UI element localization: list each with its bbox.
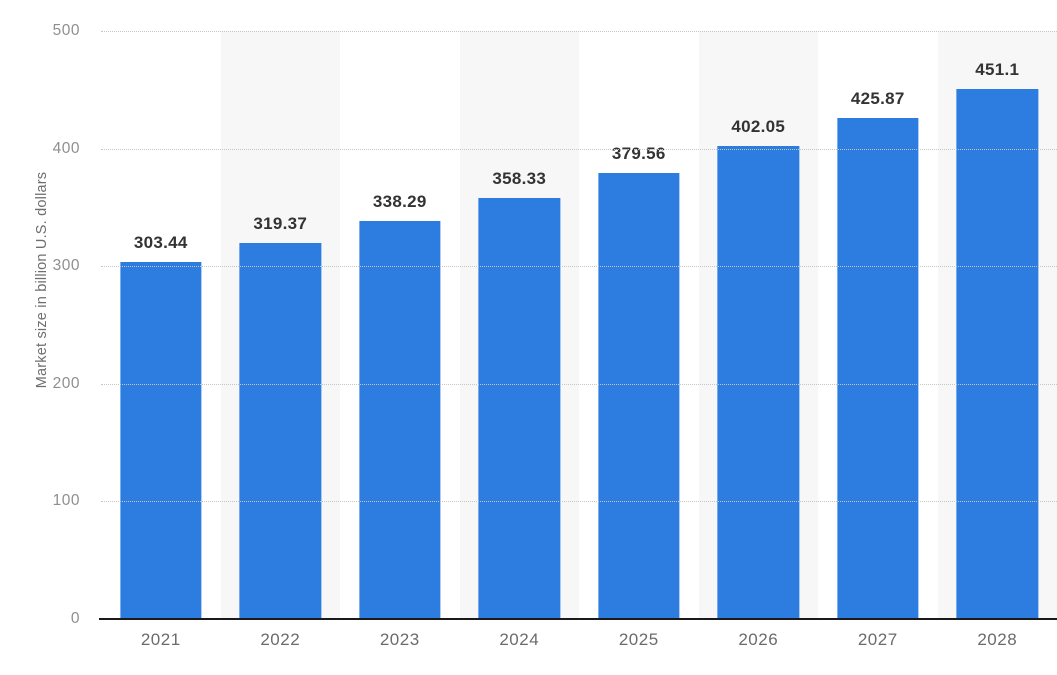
column-2022: 319.37 xyxy=(220,31,340,619)
bar-2024[interactable] xyxy=(478,197,560,619)
y-tick-label: 500 xyxy=(52,22,80,39)
bar-2027[interactable] xyxy=(837,118,919,619)
plot-area: 303.44 319.37 338.29 358.33 379.56 402.0… xyxy=(101,31,1057,619)
column-2023: 338.29 xyxy=(340,31,460,619)
x-axis-label-2025: 2025 xyxy=(618,630,659,649)
y-tick-label: 200 xyxy=(52,374,80,392)
x-axis-label-2028: 2028 xyxy=(977,630,1018,649)
bar-value-label: 338.29 xyxy=(372,192,427,212)
bar-2025[interactable] xyxy=(598,172,680,619)
x-axis-label-2022: 2022 xyxy=(260,630,301,649)
bar-value-label: 303.44 xyxy=(133,233,188,253)
bar-value-label: 358.33 xyxy=(492,168,547,188)
bar-value-label: 319.37 xyxy=(253,214,308,234)
x-axis-label-2021: 2021 xyxy=(140,630,181,649)
column-2021: 303.44 xyxy=(101,31,221,619)
x-axis-line xyxy=(99,618,1057,620)
bar-2026[interactable] xyxy=(717,146,799,619)
column-2025: 379.56 xyxy=(579,31,699,619)
y-tick-label: 0 xyxy=(70,610,80,627)
bar-2021[interactable] xyxy=(120,262,202,619)
column-stripes: 303.44 319.37 338.29 358.33 379.56 402.0… xyxy=(101,31,1057,619)
bar-value-label: 425.87 xyxy=(850,89,905,109)
bar-value-label: 402.05 xyxy=(731,117,786,137)
bar-value-label: 379.56 xyxy=(611,143,666,163)
bar-2022[interactable] xyxy=(239,243,321,619)
y-tick-label: 400 xyxy=(52,139,80,157)
y-axis: 500 400 300 200 100 0 xyxy=(0,22,80,627)
column-2028: 451.1 xyxy=(937,31,1057,619)
bar-2023[interactable] xyxy=(359,221,441,619)
column-2026: 402.05 xyxy=(698,31,818,619)
bar-2028[interactable] xyxy=(956,88,1038,619)
x-axis: 2021 2022 2023 2024 2025 2026 2027 2028 xyxy=(101,630,1057,650)
column-2024: 358.33 xyxy=(459,31,579,619)
x-axis-label-2024: 2024 xyxy=(499,630,540,649)
y-tick-label: 300 xyxy=(52,257,80,275)
x-axis-label-2023: 2023 xyxy=(379,630,420,649)
bar-value-label: 451.1 xyxy=(975,59,1020,79)
x-axis-label-2026: 2026 xyxy=(738,630,779,649)
column-2027: 425.87 xyxy=(818,31,938,619)
y-tick-label: 100 xyxy=(52,492,80,510)
x-axis-label-2027: 2027 xyxy=(857,630,898,649)
